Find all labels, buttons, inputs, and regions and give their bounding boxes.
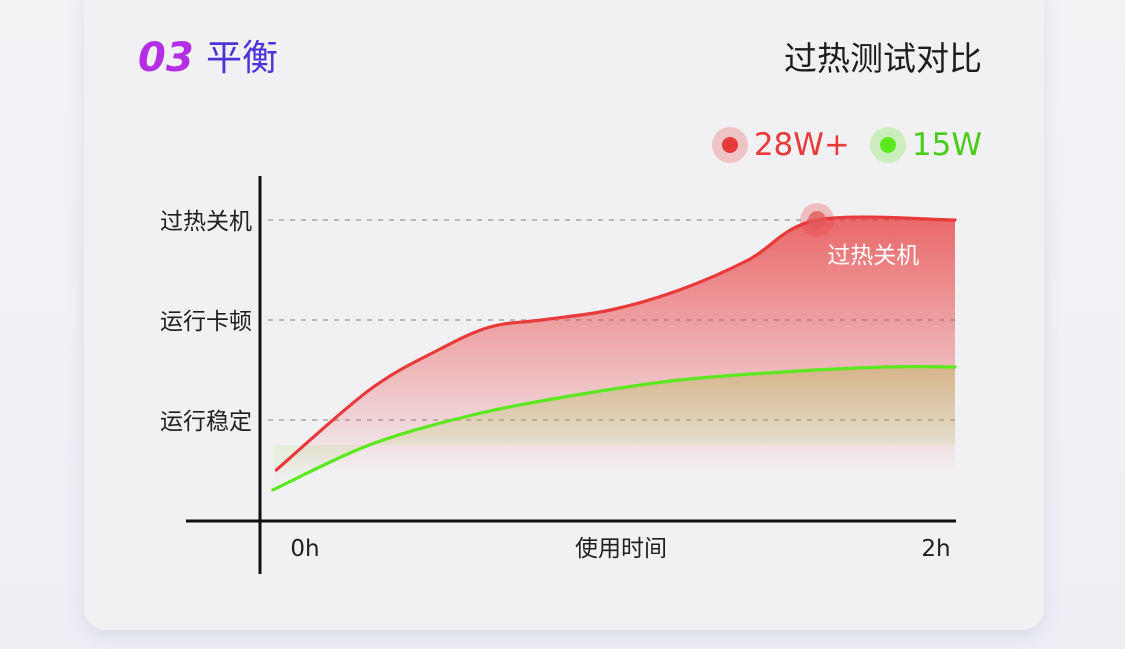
y-level-label: 运行卡顿 <box>160 309 252 335</box>
legend-item-hot: 28W+ <box>711 127 850 163</box>
chart-legend: 28W+ 15W <box>711 125 982 165</box>
section-number: 03 <box>138 35 194 81</box>
legend-label-hot: 28W+ <box>753 127 850 163</box>
y-level-label: 过热关机 <box>160 209 252 235</box>
annotation-marker <box>808 211 827 229</box>
series-line-15w <box>271 365 957 492</box>
series-line-28w <box>274 215 957 472</box>
legend-label-cool: 15W <box>911 127 982 163</box>
section-title: 平衡 <box>206 38 279 79</box>
x-tick-label: 2h <box>921 536 950 562</box>
y-level-label: 运行稳定 <box>160 409 252 435</box>
series-area-28w <box>276 217 956 475</box>
x-tick-label: 0h <box>290 536 319 562</box>
legend-item-cool: 15W <box>869 127 982 163</box>
annotation-label: 过热关机 <box>827 243 919 269</box>
x-axis-label: 使用时间 <box>575 536 667 562</box>
legend-dot-cool-icon <box>869 127 906 163</box>
comparison-title: 过热测试对比 <box>784 39 982 78</box>
legend-dot-hot-icon <box>711 127 748 163</box>
